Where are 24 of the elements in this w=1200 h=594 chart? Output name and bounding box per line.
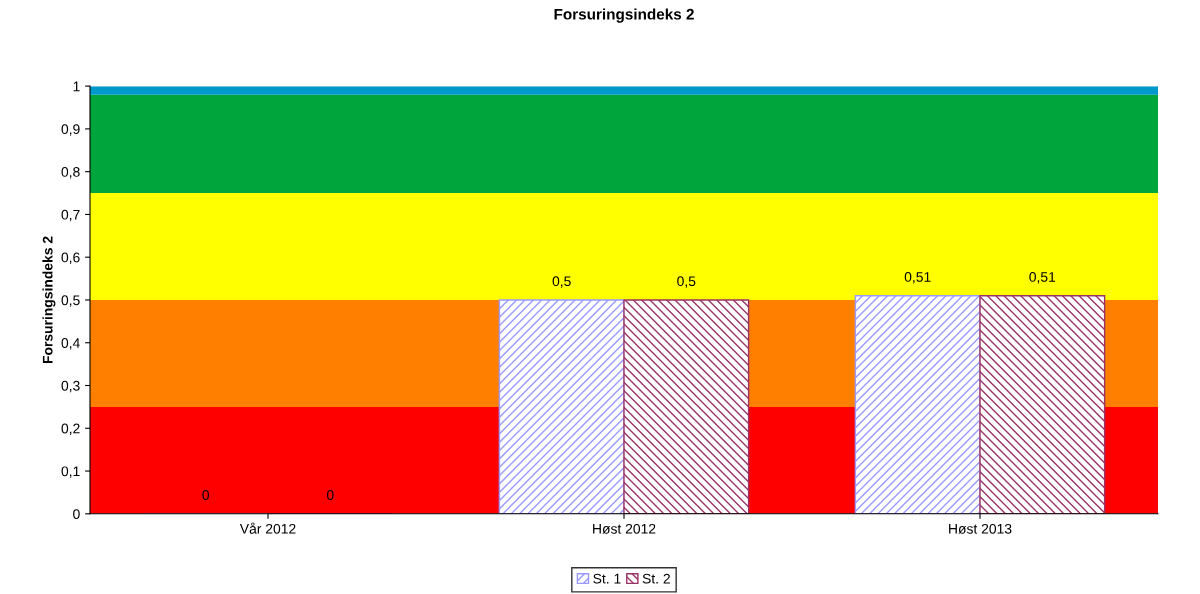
x-tick-label: Høst 2012: [593, 523, 656, 534]
data-label: 0: [202, 490, 210, 500]
y-tick-label: 0,3: [61, 380, 80, 393]
data-label: 0,51: [1029, 272, 1056, 284]
data-label: 0,5: [552, 276, 571, 288]
y-tick-label: 1: [73, 81, 80, 92]
y-tick-label: 0,7: [61, 209, 80, 222]
legend-label: St. 1: [593, 573, 621, 584]
y-tick-label: 0,6: [61, 252, 80, 265]
y-tick-label: 0,5: [61, 295, 80, 307]
y-tick-label: 0,4: [61, 338, 80, 350]
x-tick-label: Høst 2013: [949, 523, 1012, 534]
legend-label: St. 2: [642, 573, 670, 584]
data-label: 0,51: [904, 272, 931, 284]
y-tick-label: 0: [73, 509, 80, 519]
chart-title: Forsuringsindeks 2: [554, 8, 694, 23]
y-tick-label: 0,8: [61, 167, 80, 179]
y-tick-label: 0,2: [61, 423, 80, 436]
y-tick-label: 0,9: [61, 124, 80, 136]
y-tick-label: 0,1: [61, 466, 80, 478]
y-axis-title: Forsuringsindeks 2: [42, 236, 56, 364]
data-label: 0,5: [677, 276, 696, 288]
x-tick-label: Vår 2012: [239, 522, 296, 534]
data-label: 0: [326, 490, 334, 500]
